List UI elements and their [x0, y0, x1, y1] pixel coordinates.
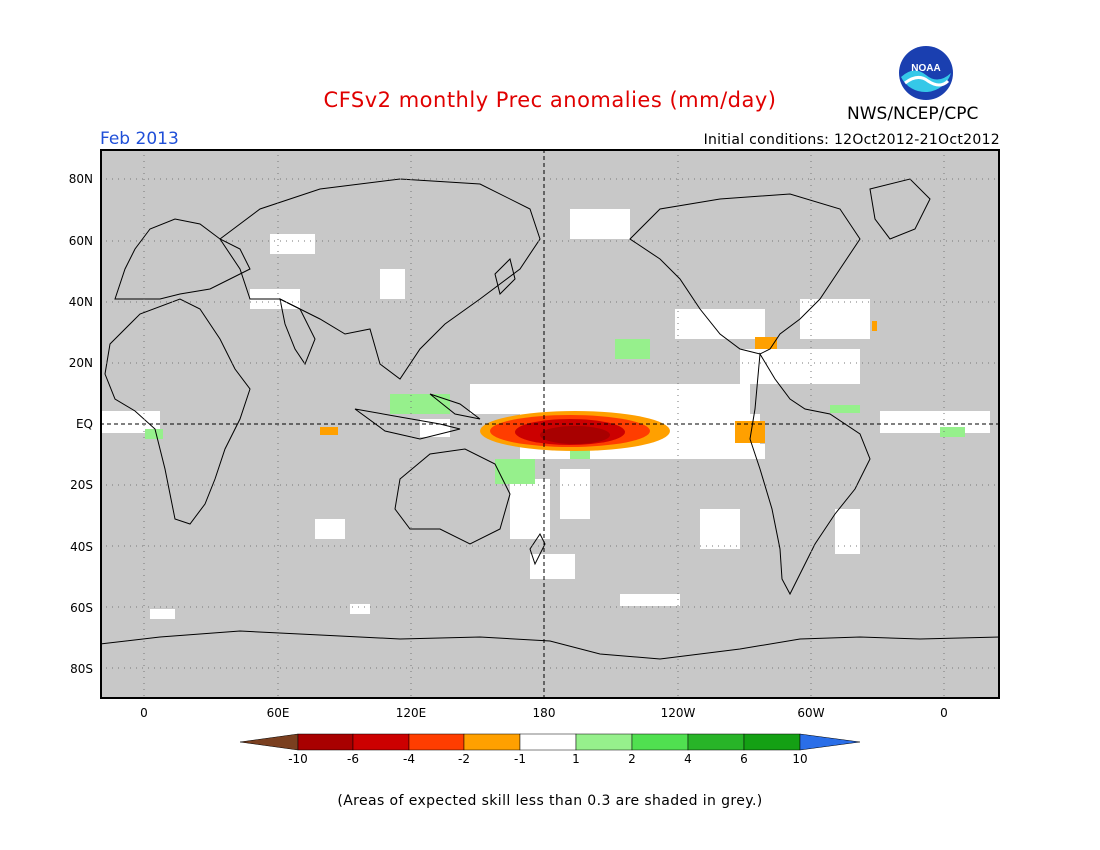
agency-label: NWS/NCEP/CPC: [847, 104, 979, 124]
lat-label: 40N: [68, 295, 93, 309]
colorbar-label: -2: [458, 752, 470, 766]
colorbar-swatch: [519, 733, 577, 751]
lat-label: 40S: [70, 540, 93, 554]
colorbar-swatch: [631, 733, 689, 751]
graticule: [100, 149, 1000, 699]
colorbar-label: -1: [514, 752, 526, 766]
colorbar-label: -4: [403, 752, 415, 766]
precip-anomaly-map: [100, 149, 1000, 699]
colorbar-swatch: [408, 733, 465, 751]
lon-label: 120W: [660, 706, 696, 720]
lon-label: 120E: [395, 706, 427, 720]
colorbar: [240, 733, 861, 751]
colorbar-label: 1: [572, 752, 580, 766]
colorbar-label: -6: [347, 752, 359, 766]
lat-label: 20N: [68, 356, 93, 370]
lon-label: 60E: [266, 706, 290, 720]
colorbar-swatch: [240, 733, 299, 751]
lat-label: 80N: [68, 172, 93, 186]
map-frame: [100, 149, 1000, 699]
skill-footnote: (Areas of expected skill less than 0.3 a…: [337, 793, 763, 809]
lon-label: 0: [940, 706, 948, 720]
colorbar-label: 10: [792, 752, 808, 766]
central-pacific-dry-anomaly: [480, 411, 670, 451]
lat-label: 60N: [68, 234, 93, 248]
colorbar-swatch: [687, 733, 745, 751]
lon-label: 0: [140, 706, 148, 720]
colorbar-swatch: [799, 733, 861, 751]
logo-text: NOAA: [911, 63, 940, 74]
colorbar-label: 2: [628, 752, 636, 766]
colorbar-swatch: [463, 733, 521, 751]
colorbar-swatch: [575, 733, 633, 751]
lat-label: EQ: [75, 417, 93, 431]
lat-label: 60S: [70, 601, 93, 615]
colorbar-label: -10: [288, 752, 308, 766]
map-title: CFSv2 monthly Prec anomalies (mm/day): [323, 88, 777, 112]
colorbar-label: 6: [740, 752, 748, 766]
lat-label: 80S: [70, 662, 93, 676]
colorbar-label: 4: [684, 752, 692, 766]
lat-label: 20S: [70, 478, 93, 492]
lon-label: 180: [532, 706, 556, 720]
wet-anomaly-patches: [145, 339, 965, 484]
valid-month: Feb 2013: [100, 129, 179, 149]
initial-conditions: Initial conditions: 12Oct2012-21Oct2012: [703, 132, 1000, 148]
coastlines: [100, 178, 1000, 660]
noaa-logo: NOAA: [897, 44, 955, 102]
dry-anomaly-patches: [320, 321, 877, 443]
colorbar-swatch: [743, 733, 801, 751]
colorbar-swatch: [297, 733, 354, 751]
lon-label: 60W: [797, 706, 825, 720]
colorbar-swatch: [352, 733, 410, 751]
